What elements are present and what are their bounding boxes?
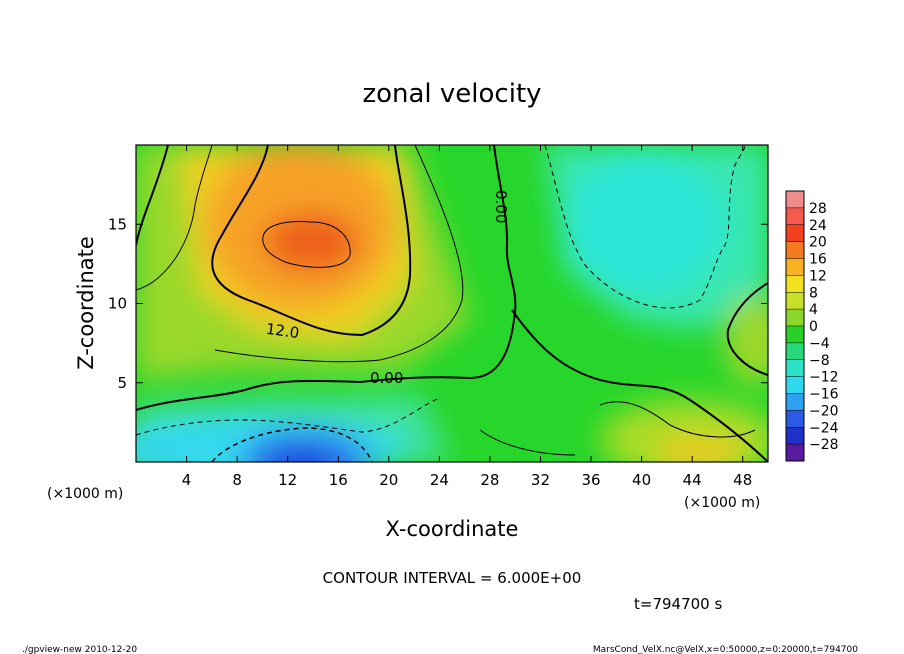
y-tick-label: 5 — [117, 374, 127, 392]
footer-left: ./gpview-new 2010-12-20 — [22, 645, 137, 654]
colorbar-label: −16 — [809, 387, 839, 403]
time-text: t=794700 s — [634, 595, 722, 613]
contour-6-left — [136, 145, 213, 291]
colorbar-label: 8 — [809, 285, 818, 301]
colorbar-bin — [786, 191, 804, 209]
x-tick-label: 12 — [278, 471, 297, 489]
contour-label-0-vertical: 0.00 — [492, 190, 510, 223]
colorbar-label: −12 — [809, 370, 839, 386]
colorbar-label: 4 — [809, 302, 818, 318]
contour-0-left — [136, 145, 169, 246]
x-tick-label: 24 — [430, 471, 449, 489]
footer-right: MarsCond_VelX.nc@VelX,x=0:50000,z=0:2000… — [593, 645, 858, 654]
colorbar-label: 0 — [809, 319, 818, 335]
x-tick-label: 8 — [232, 471, 242, 489]
contour-0-main — [136, 145, 517, 411]
colorbar-label: 12 — [809, 268, 827, 284]
x-tick-label: 44 — [683, 471, 702, 489]
colorbar-label: 28 — [809, 201, 827, 217]
contour-12 — [211, 145, 412, 337]
x-axis-label: X-coordinate — [386, 517, 519, 541]
x-tick-label: 28 — [480, 471, 499, 489]
colorbar-label: 20 — [809, 235, 827, 251]
x-tick-label: 40 — [632, 471, 651, 489]
colorbar-label: 16 — [809, 252, 827, 268]
colorbar-label: −24 — [809, 420, 839, 436]
x-axis-ticks: 4 8 12 16 20 24 28 32 36 40 44 48 — [182, 145, 752, 489]
colorbar-bin — [786, 410, 804, 428]
contour-6-mid — [214, 145, 464, 363]
x-tick-label: 20 — [379, 471, 398, 489]
colorbar-bin — [786, 292, 804, 310]
contour-0-edge — [726, 282, 768, 376]
colorbar-bin — [786, 309, 804, 327]
y-axis-label: Z-coordinate — [74, 236, 98, 370]
colorbar-bin — [786, 444, 804, 462]
x-tick-label: 36 — [581, 471, 600, 489]
colorbar-bin — [786, 207, 804, 226]
contour-interval-text: CONTOUR INTERVAL = 6.000E+00 — [323, 569, 582, 587]
colorbar-bin — [786, 342, 804, 361]
contour-neg12 — [211, 427, 373, 462]
x-unit-right: (×1000 m) — [684, 495, 760, 511]
colorbar-label: −4 — [809, 336, 830, 352]
colorbar-bin — [786, 224, 804, 243]
colorbar-label: −28 — [809, 437, 839, 453]
colorbar-bin — [786, 275, 804, 293]
colorbar-label: −8 — [809, 353, 830, 369]
chart-title: zonal velocity — [362, 79, 541, 109]
y-tick-label: 15 — [108, 215, 127, 233]
contour-lines — [136, 145, 768, 462]
x-tick-label: 4 — [182, 471, 192, 489]
contour-6-faint — [479, 429, 576, 456]
colorbar-bin — [786, 241, 804, 259]
contour-18 — [262, 221, 351, 268]
colorbar-label: −20 — [809, 403, 839, 419]
x-tick-label: 16 — [329, 471, 348, 489]
x-tick-label: 48 — [733, 471, 752, 489]
contour-neg6-bottom — [136, 397, 441, 436]
colorbar-bin — [786, 326, 804, 344]
colorbar-bin — [786, 258, 804, 276]
contour-6-bottomright — [599, 401, 756, 438]
colorbar-bin — [786, 393, 804, 411]
colorbar-bin — [786, 376, 804, 394]
contour-label-0-bottom: 0.00 — [370, 369, 403, 387]
x-unit-left: (×1000 m) — [47, 486, 123, 502]
plot-area — [136, 145, 768, 462]
contour-label-12: 12.0 — [265, 320, 301, 342]
colorbar-bin — [786, 427, 804, 445]
x-tick-label: 32 — [531, 471, 550, 489]
colorbar-bin — [786, 359, 804, 378]
colorbar-label: 24 — [809, 218, 827, 234]
y-tick-label: 10 — [108, 295, 127, 313]
contour-neg6-right — [544, 145, 746, 309]
y-axis-ticks: 5 10 15 — [108, 215, 768, 392]
contour-0-right — [511, 309, 768, 462]
